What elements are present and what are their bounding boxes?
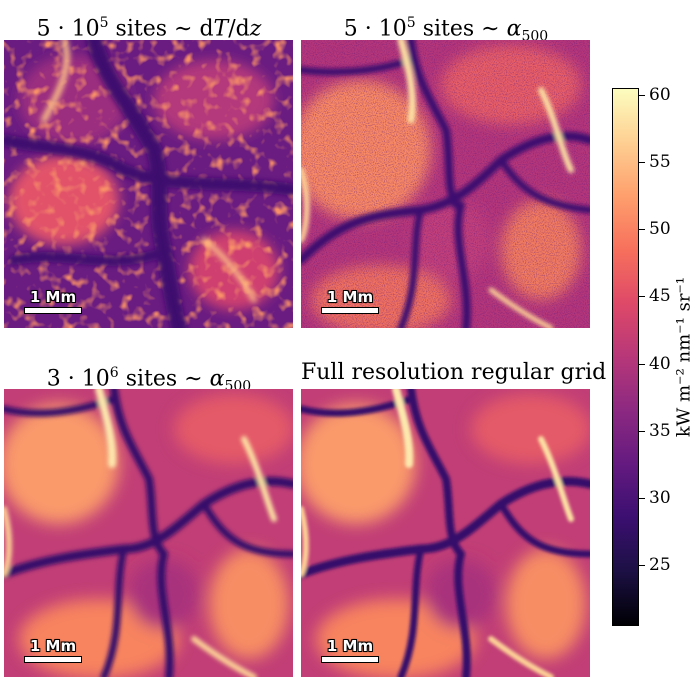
colorbar-tick-label: 55 <box>649 151 671 172</box>
colorbar-tick-label: 25 <box>649 555 671 576</box>
colorbar-tick <box>639 565 645 567</box>
heatmap-image <box>4 389 293 677</box>
colorbar-tick-label: 35 <box>649 420 671 441</box>
scale-bar: 1 Mm <box>321 638 379 663</box>
scale-bar: 1 Mm <box>24 289 82 314</box>
colorbar-tick <box>639 430 645 432</box>
heatmap-image <box>301 40 590 328</box>
colorbar-tick <box>639 229 645 231</box>
colorbar <box>612 88 639 626</box>
colorbar-tick-label: 45 <box>649 286 671 307</box>
panel-title: 5 · 105 sites ∼ dT/dz <box>36 15 262 42</box>
colorbar-tick <box>639 161 645 163</box>
scale-bar: 1 Mm <box>24 638 82 663</box>
colorbar-tick-label: 40 <box>649 353 671 374</box>
panel-title: 5 · 105 sites ∼ α500 <box>343 15 549 45</box>
colorbar-tick-label: 50 <box>649 219 671 240</box>
heatmap-panel-bl: 1 Mm <box>4 389 293 677</box>
colorbar-tick-label: 30 <box>649 488 671 509</box>
colorbar-tick <box>639 363 645 365</box>
colorbar-tick <box>639 94 645 96</box>
panel-title: Full resolution regular grid <box>301 360 607 385</box>
heatmap-panel-br: 1 Mm <box>301 389 590 677</box>
heatmap-panel-tl: 1 Mm <box>4 40 293 328</box>
scale-bar: 1 Mm <box>321 289 379 314</box>
panel-title: 3 · 106 sites ∼ α500 <box>46 365 252 395</box>
colorbar-tick <box>639 498 645 500</box>
heatmap-image <box>301 389 590 677</box>
heatmap-panel-tr: 1 Mm <box>301 40 590 328</box>
heatmap-image <box>4 40 293 328</box>
colorbar-tick <box>639 296 645 298</box>
colorbar-tick-label: 60 <box>649 84 671 105</box>
colorbar-label: kW m⁻² nm⁻¹ sr⁻¹ <box>673 276 695 438</box>
